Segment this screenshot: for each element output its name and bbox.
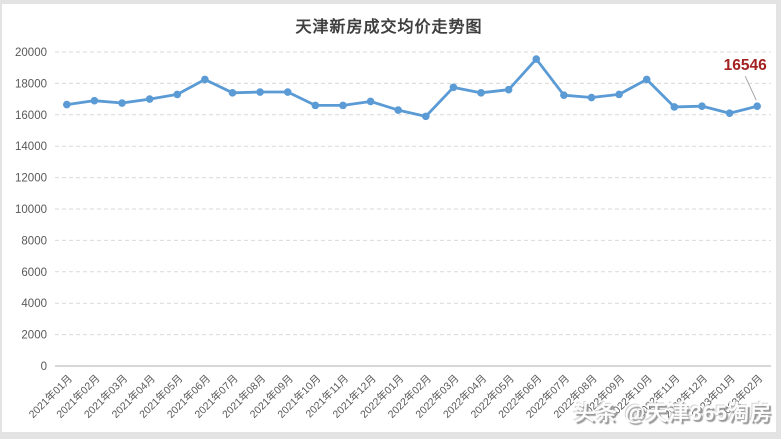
data-point <box>339 101 347 110</box>
y-tick-label: 4000 <box>21 298 47 310</box>
y-tick-label: 16000 <box>15 110 47 122</box>
data-point <box>587 93 596 102</box>
data-point <box>145 95 154 103</box>
chart-title: 天津新房成交均价走势图 <box>295 19 483 36</box>
data-point <box>670 103 679 111</box>
price-line <box>65 57 759 118</box>
data-point <box>256 88 264 96</box>
data-point <box>504 85 513 94</box>
y-tick-label: 10000 <box>15 204 47 216</box>
y-tick-label: 12000 <box>15 173 47 185</box>
y-tick-label: 6000 <box>21 267 47 279</box>
data-point <box>422 112 430 121</box>
data-point <box>118 99 126 107</box>
data-point <box>698 102 706 110</box>
data-point <box>366 97 375 106</box>
y-tick-label: 20000 <box>15 47 47 59</box>
data-point <box>311 101 320 110</box>
price-trend-line-chart: 0 2000 4000 6000 8000 10000 12000 14000 16000 180… <box>15 47 771 421</box>
data-point <box>283 88 292 96</box>
y-tick-label: 18000 <box>15 78 47 90</box>
annotation-leader-line <box>744 76 757 101</box>
data-point <box>615 90 623 99</box>
data-point <box>642 75 651 84</box>
data-point <box>173 90 182 99</box>
data-point <box>90 96 99 105</box>
data-point <box>449 83 458 92</box>
y-tick-label: 2000 <box>21 330 47 342</box>
data-point <box>228 89 237 97</box>
y-tick-label: 14000 <box>15 141 47 153</box>
data-point <box>477 89 485 97</box>
annotation-label: 16546 <box>724 57 767 74</box>
data-point <box>560 91 568 99</box>
y-tick-label: 8000 <box>21 235 47 247</box>
chart-panel: 天津新房成交均价走势图 0 2000 4000 6000 8000 10000 12000 1… <box>2 4 776 432</box>
data-point <box>725 109 734 118</box>
data-point <box>201 75 209 84</box>
data-point <box>532 55 541 63</box>
data-point <box>63 100 71 109</box>
data-point <box>394 106 402 114</box>
data-point <box>753 102 761 111</box>
y-tick-label: 0 <box>41 361 47 373</box>
